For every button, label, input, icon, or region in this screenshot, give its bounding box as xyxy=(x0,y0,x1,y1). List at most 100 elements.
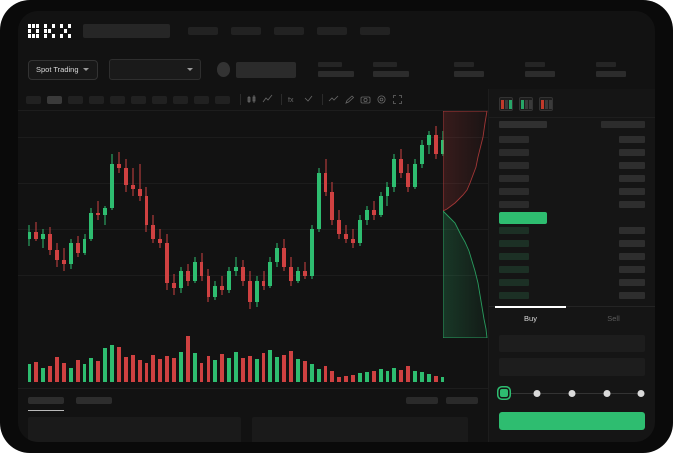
candle xyxy=(165,115,170,320)
volume-bar xyxy=(158,359,163,382)
indicators-icon[interactable]: fx xyxy=(286,93,299,106)
nav-item-1[interactable] xyxy=(188,26,218,35)
candlestick-chart-icon[interactable] xyxy=(245,93,258,106)
order-book-header xyxy=(489,117,655,133)
timeframe-button-9[interactable] xyxy=(215,95,230,104)
order-book-bid-row[interactable] xyxy=(489,289,655,302)
order-book-bid-row[interactable] xyxy=(489,224,655,237)
candle xyxy=(89,115,94,320)
volume-bar xyxy=(185,336,190,382)
candle xyxy=(123,115,128,320)
market-stat-3 xyxy=(454,62,484,77)
okx-wordmark-logo[interactable] xyxy=(28,23,71,38)
volume-bar xyxy=(48,365,52,382)
submit-buy-button[interactable] xyxy=(499,412,645,430)
volume-bar xyxy=(371,370,376,382)
order-book-bid-row[interactable] xyxy=(489,250,655,263)
market-stat-1 xyxy=(318,62,354,77)
order-book-amount xyxy=(619,201,645,208)
order-book-ask-row[interactable] xyxy=(489,146,655,159)
orders-action-2[interactable] xyxy=(446,397,478,404)
market-stat-5 xyxy=(596,62,626,77)
order-field-amount[interactable] xyxy=(499,358,645,376)
candle xyxy=(337,115,342,320)
candle xyxy=(344,115,349,320)
volume-bar xyxy=(130,355,135,382)
trend-line-icon[interactable] xyxy=(327,93,340,106)
volume-chart[interactable] xyxy=(18,326,488,388)
orders-tab-open[interactable] xyxy=(28,397,64,411)
slider-step-0[interactable] xyxy=(500,389,508,397)
order-book-col-price xyxy=(499,121,547,128)
volume-bar xyxy=(351,375,355,382)
orders-action-1[interactable] xyxy=(406,397,438,404)
trading-mode-select[interactable]: Spot Trading xyxy=(28,59,98,80)
slider-step-25[interactable] xyxy=(533,389,541,397)
timeframe-button-3[interactable] xyxy=(89,95,104,104)
timeframe-button-7[interactable] xyxy=(173,95,188,104)
order-book-bid-row[interactable] xyxy=(489,276,655,289)
candle xyxy=(371,115,376,320)
nav-item-2[interactable] xyxy=(231,26,261,35)
line-chart-icon[interactable] xyxy=(261,93,274,106)
pencil-icon[interactable] xyxy=(343,93,356,106)
toolbar-divider xyxy=(240,94,241,105)
timeframe-button-5[interactable] xyxy=(131,95,146,104)
candle xyxy=(206,115,211,320)
fullscreen-icon[interactable] xyxy=(391,93,404,106)
volume-bar xyxy=(337,377,342,382)
order-book-bid-row[interactable] xyxy=(489,263,655,276)
candle xyxy=(34,115,39,320)
volume-bar xyxy=(41,367,46,382)
order-book-ask-row[interactable] xyxy=(489,133,655,146)
orderbook-mode-both[interactable] xyxy=(499,97,513,111)
volume-bar xyxy=(426,374,431,382)
orderbook-mode-bids[interactable] xyxy=(519,97,533,111)
nav-item-5[interactable] xyxy=(360,26,390,35)
candle xyxy=(440,115,445,320)
order-field-price[interactable] xyxy=(499,335,645,352)
orders-tab-history[interactable] xyxy=(76,397,112,404)
timeframe-button-0[interactable] xyxy=(26,95,41,104)
order-amount-slider[interactable] xyxy=(500,388,645,400)
order-book-price xyxy=(499,211,547,224)
slider-step-75[interactable] xyxy=(603,389,611,397)
timeframe-button-2[interactable] xyxy=(68,95,83,104)
toolbar-divider xyxy=(281,94,282,105)
tab-buy[interactable]: Buy xyxy=(489,306,572,329)
volume-bar xyxy=(137,359,142,382)
orders-panel-tabs xyxy=(18,389,488,411)
candle xyxy=(275,115,280,320)
app-screen: Spot Trading xyxy=(18,11,655,442)
timeframe-button-8[interactable] xyxy=(194,95,209,104)
volume-bar xyxy=(419,372,424,382)
volume-bar xyxy=(227,358,232,382)
timeframe-button-4[interactable] xyxy=(110,95,125,104)
order-book-ask-row[interactable] xyxy=(489,198,655,211)
global-search-input[interactable] xyxy=(83,23,170,38)
compare-icon[interactable] xyxy=(302,93,315,106)
order-book-depth-chart xyxy=(443,111,488,338)
candle xyxy=(302,115,307,320)
order-book-ask-row[interactable] xyxy=(489,172,655,185)
timeframe-button-6[interactable] xyxy=(152,95,167,104)
candlestick-series xyxy=(26,115,446,320)
settings-gear-icon[interactable] xyxy=(375,93,388,106)
nav-item-3[interactable] xyxy=(274,26,304,35)
order-book-bid-row[interactable] xyxy=(489,237,655,250)
pair-name-label xyxy=(236,61,296,78)
trading-pair-select[interactable] xyxy=(109,59,201,80)
orderbook-mode-asks[interactable] xyxy=(539,97,553,111)
order-book-ask-row[interactable] xyxy=(489,159,655,172)
price-chart[interactable] xyxy=(18,111,488,326)
order-book-current-price-row[interactable] xyxy=(489,211,655,224)
slider-step-50[interactable] xyxy=(568,389,576,397)
slider-step-100[interactable] xyxy=(637,389,645,397)
volume-bar xyxy=(440,377,445,382)
timeframe-button-1[interactable] xyxy=(47,95,62,104)
order-book-ask-row[interactable] xyxy=(489,185,655,198)
camera-icon[interactable] xyxy=(359,93,372,106)
nav-item-4[interactable] xyxy=(317,26,347,35)
tab-sell[interactable]: Sell xyxy=(607,314,620,323)
volume-bar xyxy=(247,356,252,382)
